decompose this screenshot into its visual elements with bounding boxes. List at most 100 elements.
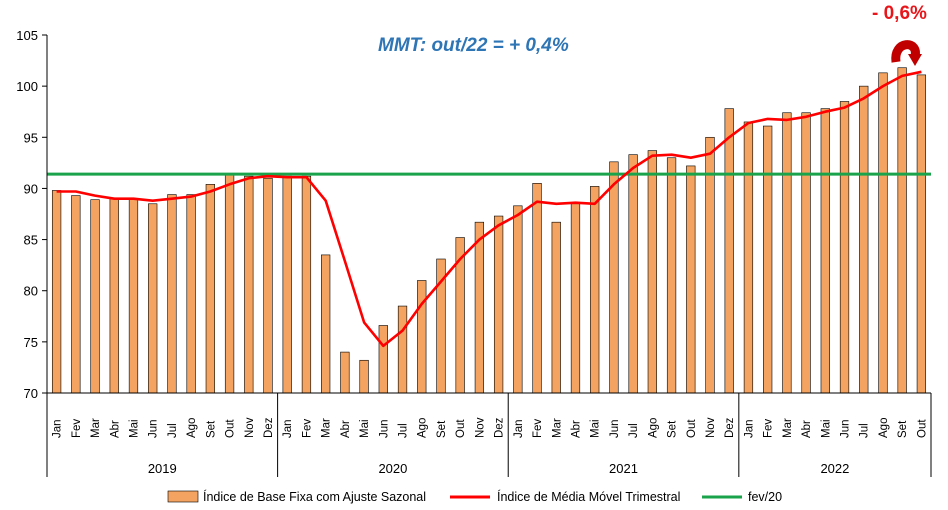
year-label: 2020 (378, 461, 407, 476)
x-tick-label: Jul (398, 423, 410, 438)
x-tick-label: Abr (109, 420, 121, 438)
moving-average-line (56, 70, 922, 348)
bar (224, 173, 235, 394)
y-tick-label: 85 (24, 233, 38, 248)
bar (666, 157, 677, 394)
bar (282, 175, 292, 394)
bar (897, 67, 907, 394)
legend-label: fev/20 (748, 490, 782, 504)
x-tick-label: Fev (532, 419, 544, 438)
x-tick-label: Mai (128, 419, 140, 438)
x-tick-label: Dez (494, 417, 506, 438)
x-tick-label: Abr (340, 420, 352, 438)
variation-annotation: - 0,6% (872, 3, 927, 24)
x-tick-label: Out (686, 419, 698, 438)
bar (686, 165, 696, 394)
bar (570, 203, 581, 394)
bar (378, 325, 388, 394)
bar (763, 125, 773, 394)
x-tick-label: Abr (801, 420, 813, 438)
x-tick-label: Nov (244, 417, 256, 438)
bar (397, 305, 408, 394)
x-tick-label: Ago (878, 418, 890, 438)
bar (148, 203, 158, 394)
x-tick-label: Mar (782, 418, 794, 438)
y-tick-label: 80 (24, 284, 38, 299)
bar (90, 199, 100, 394)
bar (71, 195, 81, 394)
x-tick-label: Mai (590, 419, 602, 438)
x-axis: Jan Fev Mar Abr Mai Jun Jul Ago Set Out Nov Dez Jan F… (46, 35, 932, 477)
bar (244, 175, 254, 394)
bar (51, 190, 62, 394)
x-tick-label: Jun (378, 419, 390, 438)
x-tick-label: Fev (301, 419, 313, 438)
bar (474, 221, 485, 394)
x-tick-label: Jan (52, 419, 64, 438)
bar (205, 184, 215, 394)
bar (417, 280, 427, 394)
bar-series (51, 67, 927, 394)
legend-bar-swatch (167, 490, 199, 503)
x-tick-label: Mar (551, 418, 563, 438)
x-tick-label: Mai (359, 419, 371, 438)
x-tick-label: Ago (186, 418, 198, 438)
y-tick-label: 95 (24, 130, 38, 145)
y-tick-label: 105 (16, 28, 38, 43)
x-tick-label: Jan (282, 419, 294, 438)
x-tick-label: Mar (321, 418, 333, 438)
bar (532, 183, 542, 394)
bar (263, 177, 273, 394)
annotations: MMT: out/22 = + 0,4% - 0,6% (378, 3, 927, 66)
bar (359, 359, 369, 394)
bar (340, 351, 350, 394)
legend-label: Índice de Média Móvel Trimestral (497, 489, 680, 504)
bar (590, 186, 600, 394)
y-tick-label: 90 (24, 181, 38, 196)
bar (878, 72, 888, 394)
y-axis-ticks: 70 75 80 85 90 95 100 105 (16, 28, 47, 401)
bar (493, 215, 504, 394)
bar (628, 154, 638, 394)
x-tick-label: Dez (263, 417, 275, 438)
y-tick-label: 75 (24, 335, 38, 350)
bar (186, 194, 196, 394)
bar (321, 254, 331, 394)
bar (551, 221, 561, 394)
bar (128, 198, 139, 394)
x-tick-label: Mar (90, 418, 102, 438)
x-tick-label: Set (205, 420, 217, 438)
bar (916, 74, 927, 394)
x-tick-label: Set (667, 420, 679, 438)
x-tick-label: Jun (148, 419, 160, 438)
bar (743, 121, 754, 394)
bar (782, 112, 792, 394)
bar (801, 112, 811, 394)
bar (859, 85, 869, 394)
x-tick-label: Jul (859, 423, 871, 438)
x-tick-label: Mai (820, 419, 832, 438)
legend: Índice de Base Fixa com Ajuste Sazonal Ín… (167, 489, 782, 504)
x-tick-label: Ago (647, 418, 659, 438)
x-tick-label: Out (916, 419, 928, 438)
year-label: 2019 (148, 461, 177, 476)
curved-arrow-icon (891, 40, 922, 66)
x-tick-label: Jan (513, 419, 525, 438)
x-tick-label: Ago (417, 418, 429, 438)
x-tick-label: Set (436, 420, 448, 438)
x-tick-label: Jun (609, 419, 621, 438)
y-tick-label: 70 (24, 386, 38, 401)
bar (109, 198, 119, 394)
bar (647, 150, 657, 394)
x-tick-label: Fev (71, 419, 83, 438)
line-series (47, 70, 931, 348)
x-tick-label: Jan (743, 419, 755, 438)
year-label: 2022 (820, 461, 849, 476)
x-tick-label: Jun (840, 419, 852, 438)
bar (167, 194, 177, 394)
bar (820, 108, 830, 394)
x-tick-label: Set (897, 420, 909, 438)
x-tick-label: Dez (724, 417, 736, 438)
year-label: 2021 (609, 461, 638, 476)
x-tick-label: Nov (705, 417, 717, 438)
